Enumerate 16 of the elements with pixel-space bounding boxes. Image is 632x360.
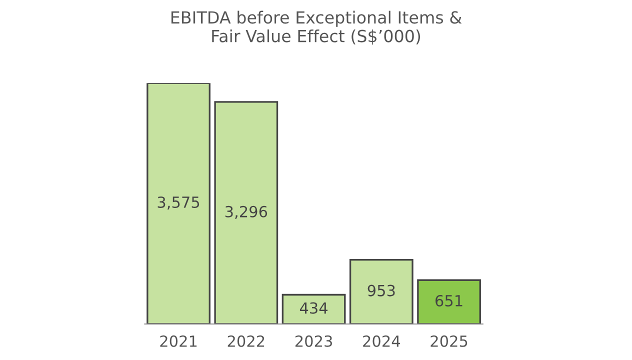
x-tick-label: 2021 (160, 335, 197, 347)
data-label: 651 (436, 294, 462, 307)
data-label: 3,575 (158, 196, 200, 210)
bar (214, 101, 278, 324)
x-tick-label: 2023 (295, 335, 332, 347)
data-label: 434 (300, 302, 328, 314)
x-tick-label: 2025 (430, 335, 468, 347)
data-label: 953 (368, 284, 395, 296)
chart-title: EBITDA before Exceptional Items & Fair Value Effect (S$’000) (171, 10, 462, 45)
bar (146, 83, 210, 324)
x-tick-label: 2022 (228, 335, 264, 347)
data-label: 3,296 (225, 206, 268, 219)
bar (417, 279, 481, 324)
x-tick-label: 2024 (363, 335, 400, 347)
bar (349, 258, 414, 324)
bar (282, 294, 346, 324)
